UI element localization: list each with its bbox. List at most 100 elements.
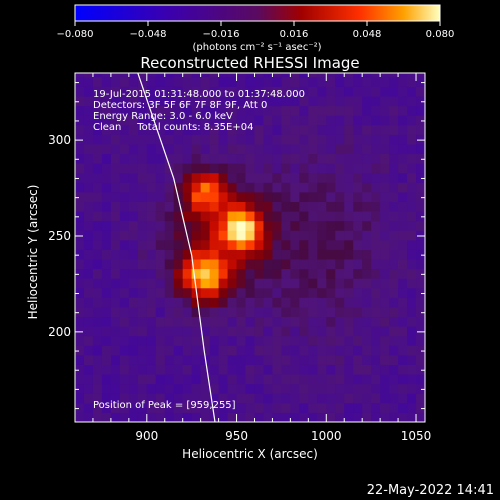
heatmap-cell bbox=[416, 287, 425, 298]
heatmap-cell bbox=[371, 182, 381, 193]
heatmap-cell bbox=[380, 402, 390, 413]
heatmap-cell bbox=[119, 268, 130, 279]
heatmap-cell bbox=[317, 115, 327, 126]
heatmap-cell bbox=[353, 96, 363, 107]
heatmap-cell bbox=[137, 326, 148, 337]
heatmap-cell bbox=[209, 393, 220, 404]
heatmap-cell bbox=[326, 259, 336, 270]
heatmap-cell bbox=[101, 354, 112, 365]
heatmap-cell bbox=[137, 163, 148, 174]
heatmap-cell bbox=[299, 393, 309, 404]
heatmap-cell bbox=[173, 172, 184, 183]
heatmap-cell bbox=[416, 105, 425, 116]
heatmap-cell bbox=[200, 278, 211, 289]
heatmap-cell bbox=[164, 73, 175, 78]
colorbar-tick-label: 0.048 bbox=[353, 29, 382, 40]
heatmap-cell bbox=[308, 239, 318, 250]
heatmap-cell bbox=[263, 326, 273, 337]
y-tick-label: 300 bbox=[48, 133, 71, 147]
heatmap-cell bbox=[245, 412, 255, 422]
heatmap-cell bbox=[227, 143, 238, 155]
heatmap-cell bbox=[164, 354, 175, 365]
heatmap-cell bbox=[245, 124, 255, 135]
heatmap-cell bbox=[263, 335, 273, 346]
heatmap-cell bbox=[317, 364, 327, 375]
heatmap-cell bbox=[200, 191, 211, 202]
heatmap-cell bbox=[335, 316, 345, 327]
heatmap-cell bbox=[335, 278, 345, 289]
heatmap-cell bbox=[299, 383, 309, 394]
heatmap-cell bbox=[308, 96, 318, 107]
heatmap-cell bbox=[92, 383, 103, 394]
heatmap-cell bbox=[272, 191, 282, 202]
heatmap-cell bbox=[254, 201, 264, 212]
heatmap-cell bbox=[200, 239, 211, 250]
heatmap-cell bbox=[218, 345, 229, 356]
heatmap-cell bbox=[407, 220, 417, 231]
heatmap-cell bbox=[110, 278, 121, 289]
heatmap-cell bbox=[155, 124, 166, 135]
heatmap-cell bbox=[371, 73, 381, 78]
heatmap-cell bbox=[146, 364, 157, 375]
heatmap-cell bbox=[353, 268, 363, 279]
heatmap-cell bbox=[416, 153, 425, 164]
heatmap-cell bbox=[362, 73, 372, 78]
heatmap-cell bbox=[173, 335, 184, 346]
heatmap-cell bbox=[362, 239, 372, 250]
heatmap-cell bbox=[119, 239, 130, 250]
heatmap-cell bbox=[281, 402, 291, 413]
heatmap-cell bbox=[236, 249, 247, 260]
heatmap-cell bbox=[254, 297, 264, 308]
heatmap-cell bbox=[182, 259, 193, 270]
heatmap-cell bbox=[137, 124, 148, 135]
heatmap-cell bbox=[416, 191, 425, 202]
heatmap-cell bbox=[416, 172, 425, 183]
heatmap-cell bbox=[155, 115, 166, 126]
heatmap-cell bbox=[101, 73, 112, 78]
heatmap-cell bbox=[101, 297, 112, 308]
heatmap-cell bbox=[362, 383, 372, 394]
heatmap-cell bbox=[101, 182, 112, 193]
annotation-energy-range: Energy Range: 3.0 - 6.0 keV bbox=[93, 111, 233, 122]
heatmap-cell bbox=[191, 86, 202, 97]
heatmap-cell bbox=[218, 124, 229, 135]
heatmap-cell bbox=[137, 278, 148, 289]
heatmap-cell bbox=[110, 316, 121, 327]
heatmap-cell bbox=[317, 412, 327, 422]
heatmap-cell bbox=[263, 278, 273, 289]
heatmap-cell bbox=[389, 172, 399, 183]
heatmap-cell bbox=[308, 230, 318, 241]
heatmap-cell bbox=[209, 211, 220, 222]
heatmap-cell bbox=[344, 73, 354, 78]
heatmap-cell bbox=[389, 76, 399, 87]
heatmap-cell bbox=[389, 287, 399, 298]
heatmap-cell bbox=[146, 134, 157, 145]
heatmap-cell bbox=[137, 191, 148, 202]
heatmap-cell bbox=[173, 412, 184, 422]
heatmap-cell bbox=[371, 268, 381, 279]
heatmap-cell bbox=[155, 393, 166, 404]
heatmap-cell bbox=[128, 105, 139, 116]
heatmap-cell bbox=[299, 105, 309, 116]
heatmap-cell bbox=[209, 326, 220, 337]
heatmap-cell bbox=[272, 76, 282, 87]
heatmap-cell bbox=[236, 230, 247, 241]
heatmap-cell bbox=[245, 306, 255, 318]
heatmap-cell bbox=[209, 364, 220, 375]
heatmap-cell bbox=[317, 259, 327, 270]
heatmap-cell bbox=[416, 182, 425, 193]
heatmap-cell bbox=[218, 220, 229, 231]
heatmap-cell bbox=[191, 124, 202, 135]
heatmap-cell bbox=[362, 115, 372, 126]
heatmap-cell bbox=[254, 249, 264, 260]
heatmap-cell bbox=[263, 374, 273, 385]
heatmap-cell bbox=[263, 76, 273, 87]
heatmap-cell bbox=[263, 220, 273, 231]
heatmap-cell bbox=[335, 115, 345, 126]
heatmap-cell bbox=[137, 86, 148, 97]
heatmap-cell bbox=[263, 96, 273, 107]
heatmap-cell bbox=[155, 76, 166, 87]
heatmap-cell bbox=[263, 86, 273, 97]
heatmap-cell bbox=[371, 364, 381, 375]
heatmap-cell bbox=[75, 249, 85, 260]
